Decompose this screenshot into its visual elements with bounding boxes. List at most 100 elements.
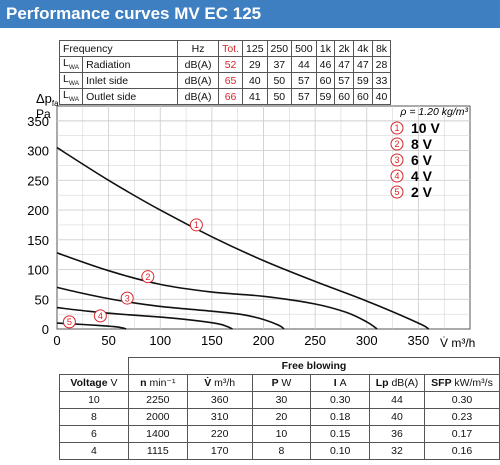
sound-table-header: Frequency Hz Tot. 125 250 500 1k 2k 4k 8… [58,40,392,57]
x-tick-label: 250 [304,333,326,348]
value-cell: 2000 [127,408,188,426]
value-cell: 30 [251,391,312,409]
marker-circle [390,169,404,183]
legend-marker: 1 [390,121,404,135]
legend-label: 6 V [411,152,433,168]
legend-marker: 3 [390,153,404,167]
header-cell: 125 [242,40,268,57]
value-cell: 0.30 [310,391,371,409]
sound-power-table: Frequency Hz Tot. 125 250 500 1k 2k 4k 8… [58,40,392,105]
legend-marker: 2 [390,137,404,151]
x-tick-label: 300 [356,333,378,348]
x-tick-label: 350 [408,333,430,348]
series-line [56,252,378,330]
value-cell: 8 [251,442,312,460]
y-tick-label: 200 [27,203,49,218]
series-line [56,146,430,330]
marker-number: 5 [394,187,399,197]
marker-number: 3 [394,155,399,165]
marker-circle [390,137,404,151]
header-cell: I A [310,374,371,392]
legend-label: 2 V [411,184,433,200]
y-tick-label: 0 [42,322,49,337]
value-cell: 0.10 [310,442,371,460]
legend-marker: 4 [390,169,404,183]
value-cell: 0.16 [424,442,500,460]
series-line [56,286,285,330]
page-title: Performance curves MV EC 125 [6,4,262,23]
header-cell: Lp dB(A) [369,374,425,392]
series-marker: 5 [62,315,76,329]
y-axis-label: Δpfa [36,91,59,108]
table-row: 10 2250 360 30 0.30 44 0.30 [59,391,500,409]
marker-number: 1 [194,220,199,230]
y-tick-label: 300 [27,144,49,159]
table-row: 6 1400 220 10 0.15 36 0.17 [59,425,500,443]
value-cell: 32 [369,442,425,460]
legend-label: 4 V [411,168,433,184]
value-cell: 0.15 [310,425,371,443]
value-cell: 0.23 [424,408,500,426]
header-cell: V̇ m³/h [186,374,253,392]
marker-circle [93,309,107,323]
marker-number: 1 [394,123,399,133]
value-cell: 44 [369,391,425,409]
value-cell: 10 [251,425,312,443]
table-row: 8 2000 310 20 0.18 40 0.23 [59,408,500,426]
marker-number: 3 [125,293,130,303]
table-row: LWA Outlet side dB(A) 66 41 50 57 59 60 … [58,88,392,105]
value-cell: 8 [59,408,129,426]
x-tick-label: 100 [149,333,171,348]
header-cell: P W [251,374,312,392]
legend-label: 10 V [411,120,440,136]
y-tick-label: 100 [27,263,49,278]
unit-cell: dB(A) [177,56,220,73]
axis-ticks: 0 50 100 150 200 250 300 350 0 50 100 150 200 250 300 3… [27,114,429,348]
unit-cell: dB(A) [177,88,220,105]
marker-number: 2 [145,272,150,282]
title-bar: Performance curves MV EC 125 [0,0,500,28]
marker-circle [390,121,404,135]
marker-number: 4 [98,311,103,321]
y-tick-label: 350 [27,114,49,129]
value-cell: 2250 [127,391,188,409]
value-cell: 220 [186,425,253,443]
value-cell: 20 [251,408,312,426]
header-cell: 250 [266,40,293,57]
y-axis-unit: Pa [36,107,51,121]
legend-label: 8 V [411,136,433,152]
marker-circle [141,270,155,284]
value-cell: 66 [218,88,244,105]
series-line [56,322,127,330]
row-label: Outlet side [82,88,179,105]
table-spacer [60,358,129,375]
marker-circle [120,291,134,305]
x-tick-label: 150 [201,333,223,348]
value-cell: 0.30 [424,391,500,409]
value-cell: 360 [186,391,253,409]
density-note: ρ = 1.20 kg/m³ [399,106,468,118]
header-cell: Voltage V [59,374,129,392]
x-tick-label: 200 [253,333,275,348]
series-line [56,306,233,330]
free-blowing-title: Free blowing [127,357,500,375]
value-cell: 6 [59,425,129,443]
free-table-header: Voltage V n min⁻¹ V̇ m³/h P W I A Lp dB(… [59,374,500,392]
x-tick-label: 0 [53,333,60,348]
series-marker: 4 [93,309,107,323]
free-blowing-table: Free blowing Voltage V n min⁻¹ V̇ m³/h P… [59,357,500,460]
marker-circle [189,218,203,232]
value-cell: 0.18 [310,408,371,426]
header-cell: SFP kW/m³/s [424,374,500,392]
series-marker: 3 [120,291,134,305]
marker-circle [390,185,404,199]
value-cell: 310 [186,408,253,426]
legend-marker: 5 [390,185,404,199]
value-cell: 170 [186,442,253,460]
y-tick-label: 250 [27,173,49,188]
y-tick-label: 50 [35,292,49,307]
x-tick-label: 50 [101,333,115,348]
value-cell: 40 [371,88,392,105]
value-cell: 0.17 [424,425,500,443]
